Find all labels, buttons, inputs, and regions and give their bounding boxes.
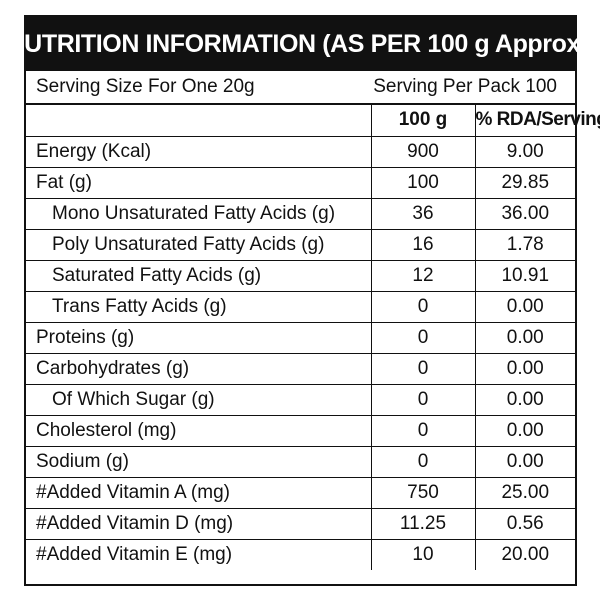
value-per-100g: 36 xyxy=(370,197,476,230)
table-header-row: 100 g % RDA/Serving xyxy=(26,105,600,137)
nutrient-name: Fat (g) xyxy=(26,166,372,199)
nutrient-name: Mono Unsaturated Fatty Acids (g) xyxy=(26,197,372,230)
value-per-100g: 16 xyxy=(370,228,476,261)
nutrient-name: Carbohydrates (g) xyxy=(26,352,372,385)
value-rda-percent: 0.00 xyxy=(474,445,575,478)
value-per-100g: 0 xyxy=(370,290,476,323)
value-per-100g: 12 xyxy=(370,259,476,292)
nutrient-name: Of Which Sugar (g) xyxy=(26,383,372,416)
table-row: #Added Vitamin E (mg) 10 20.00 xyxy=(26,538,575,570)
value-rda-percent: 0.00 xyxy=(474,290,575,323)
header-rda-serving: % RDA/Serving xyxy=(474,105,600,137)
nutrition-table: 100 g % RDA/Serving Energy (Kcal) 900 9.00… xyxy=(26,105,600,570)
table-row: Fat (g) 100 29.85 xyxy=(26,166,575,199)
value-per-100g: 0 xyxy=(370,352,476,385)
table-row: Of Which Sugar (g) 0 0.00 xyxy=(26,383,575,416)
value-rda-percent: 0.56 xyxy=(474,507,575,540)
value-per-100g: 10 xyxy=(370,538,476,570)
table-row: Cholesterol (mg) 0 0.00 xyxy=(26,414,575,447)
nutrition-label: NUTRITION INFORMATION (AS PER 100 g Appr… xyxy=(7,15,600,586)
serving-size: Serving Size For One 20g xyxy=(36,76,255,97)
value-rda-percent: 1.78 xyxy=(474,228,575,261)
nutrition-table-body: 100 g % RDA/Serving Energy (Kcal) 900 9.00… xyxy=(26,105,600,570)
table-row: #Added Vitamin D (mg) 11.25 0.56 xyxy=(26,507,575,540)
value-rda-percent: 29.85 xyxy=(474,166,575,199)
label-title: NUTRITION INFORMATION (AS PER 100 g Appr… xyxy=(7,17,595,71)
value-per-100g: 750 xyxy=(370,476,476,509)
table-row: Trans Fatty Acids (g) 0 0.00 xyxy=(26,290,575,323)
nutrient-name: Sodium (g) xyxy=(26,445,372,478)
table-row: Carbohydrates (g) 0 0.00 xyxy=(26,352,575,385)
value-per-100g: 0 xyxy=(370,445,476,478)
nutrient-name: #Added Vitamin A (mg) xyxy=(26,476,372,509)
header-blank-cell xyxy=(26,105,372,137)
value-per-100g: 0 xyxy=(370,414,476,447)
table-row: Mono Unsaturated Fatty Acids (g) 36 36.00 xyxy=(26,197,575,230)
nutrient-name: Cholesterol (mg) xyxy=(26,414,372,447)
nutrient-name: #Added Vitamin D (mg) xyxy=(26,507,372,540)
table-row: Sodium (g) 0 0.00 xyxy=(26,445,575,478)
table-row: Energy (Kcal) 900 9.00 xyxy=(26,135,575,168)
nutrient-name: #Added Vitamin E (mg) xyxy=(26,538,372,570)
value-rda-percent: 20.00 xyxy=(474,538,575,570)
value-rda-percent: 10.91 xyxy=(474,259,575,292)
value-rda-percent: 9.00 xyxy=(474,135,575,168)
value-rda-percent: 0.00 xyxy=(474,414,575,447)
table-row: Poly Unsaturated Fatty Acids (g) 16 1.78 xyxy=(26,228,575,261)
nutrient-name: Poly Unsaturated Fatty Acids (g) xyxy=(26,228,372,261)
value-rda-percent: 25.00 xyxy=(474,476,575,509)
nutrient-name: Saturated Fatty Acids (g) xyxy=(26,259,372,292)
table-row: Saturated Fatty Acids (g) 12 10.91 xyxy=(26,259,575,292)
nutrient-name: Trans Fatty Acids (g) xyxy=(26,290,372,323)
table-row: Proteins (g) 0 0.00 xyxy=(26,321,575,354)
serving-info: Serving Size For One 20g Serving Per Pac… xyxy=(26,71,575,105)
value-per-100g: 11.25 xyxy=(370,507,476,540)
value-per-100g: 900 xyxy=(370,135,476,168)
value-per-100g: 0 xyxy=(370,321,476,354)
table-row: #Added Vitamin A (mg) 750 25.00 xyxy=(26,476,575,509)
nutrient-name: Energy (Kcal) xyxy=(26,135,372,168)
header-100g: 100 g xyxy=(370,105,476,137)
value-rda-percent: 0.00 xyxy=(474,383,575,416)
value-rda-percent: 36.00 xyxy=(474,197,575,230)
value-rda-percent: 0.00 xyxy=(474,352,575,385)
value-per-100g: 100 xyxy=(370,166,476,199)
value-rda-percent: 0.00 xyxy=(474,321,575,354)
servings-per-pack: Serving Per Pack 100 xyxy=(373,76,557,97)
nutrient-name: Proteins (g) xyxy=(26,321,372,354)
value-per-100g: 0 xyxy=(370,383,476,416)
